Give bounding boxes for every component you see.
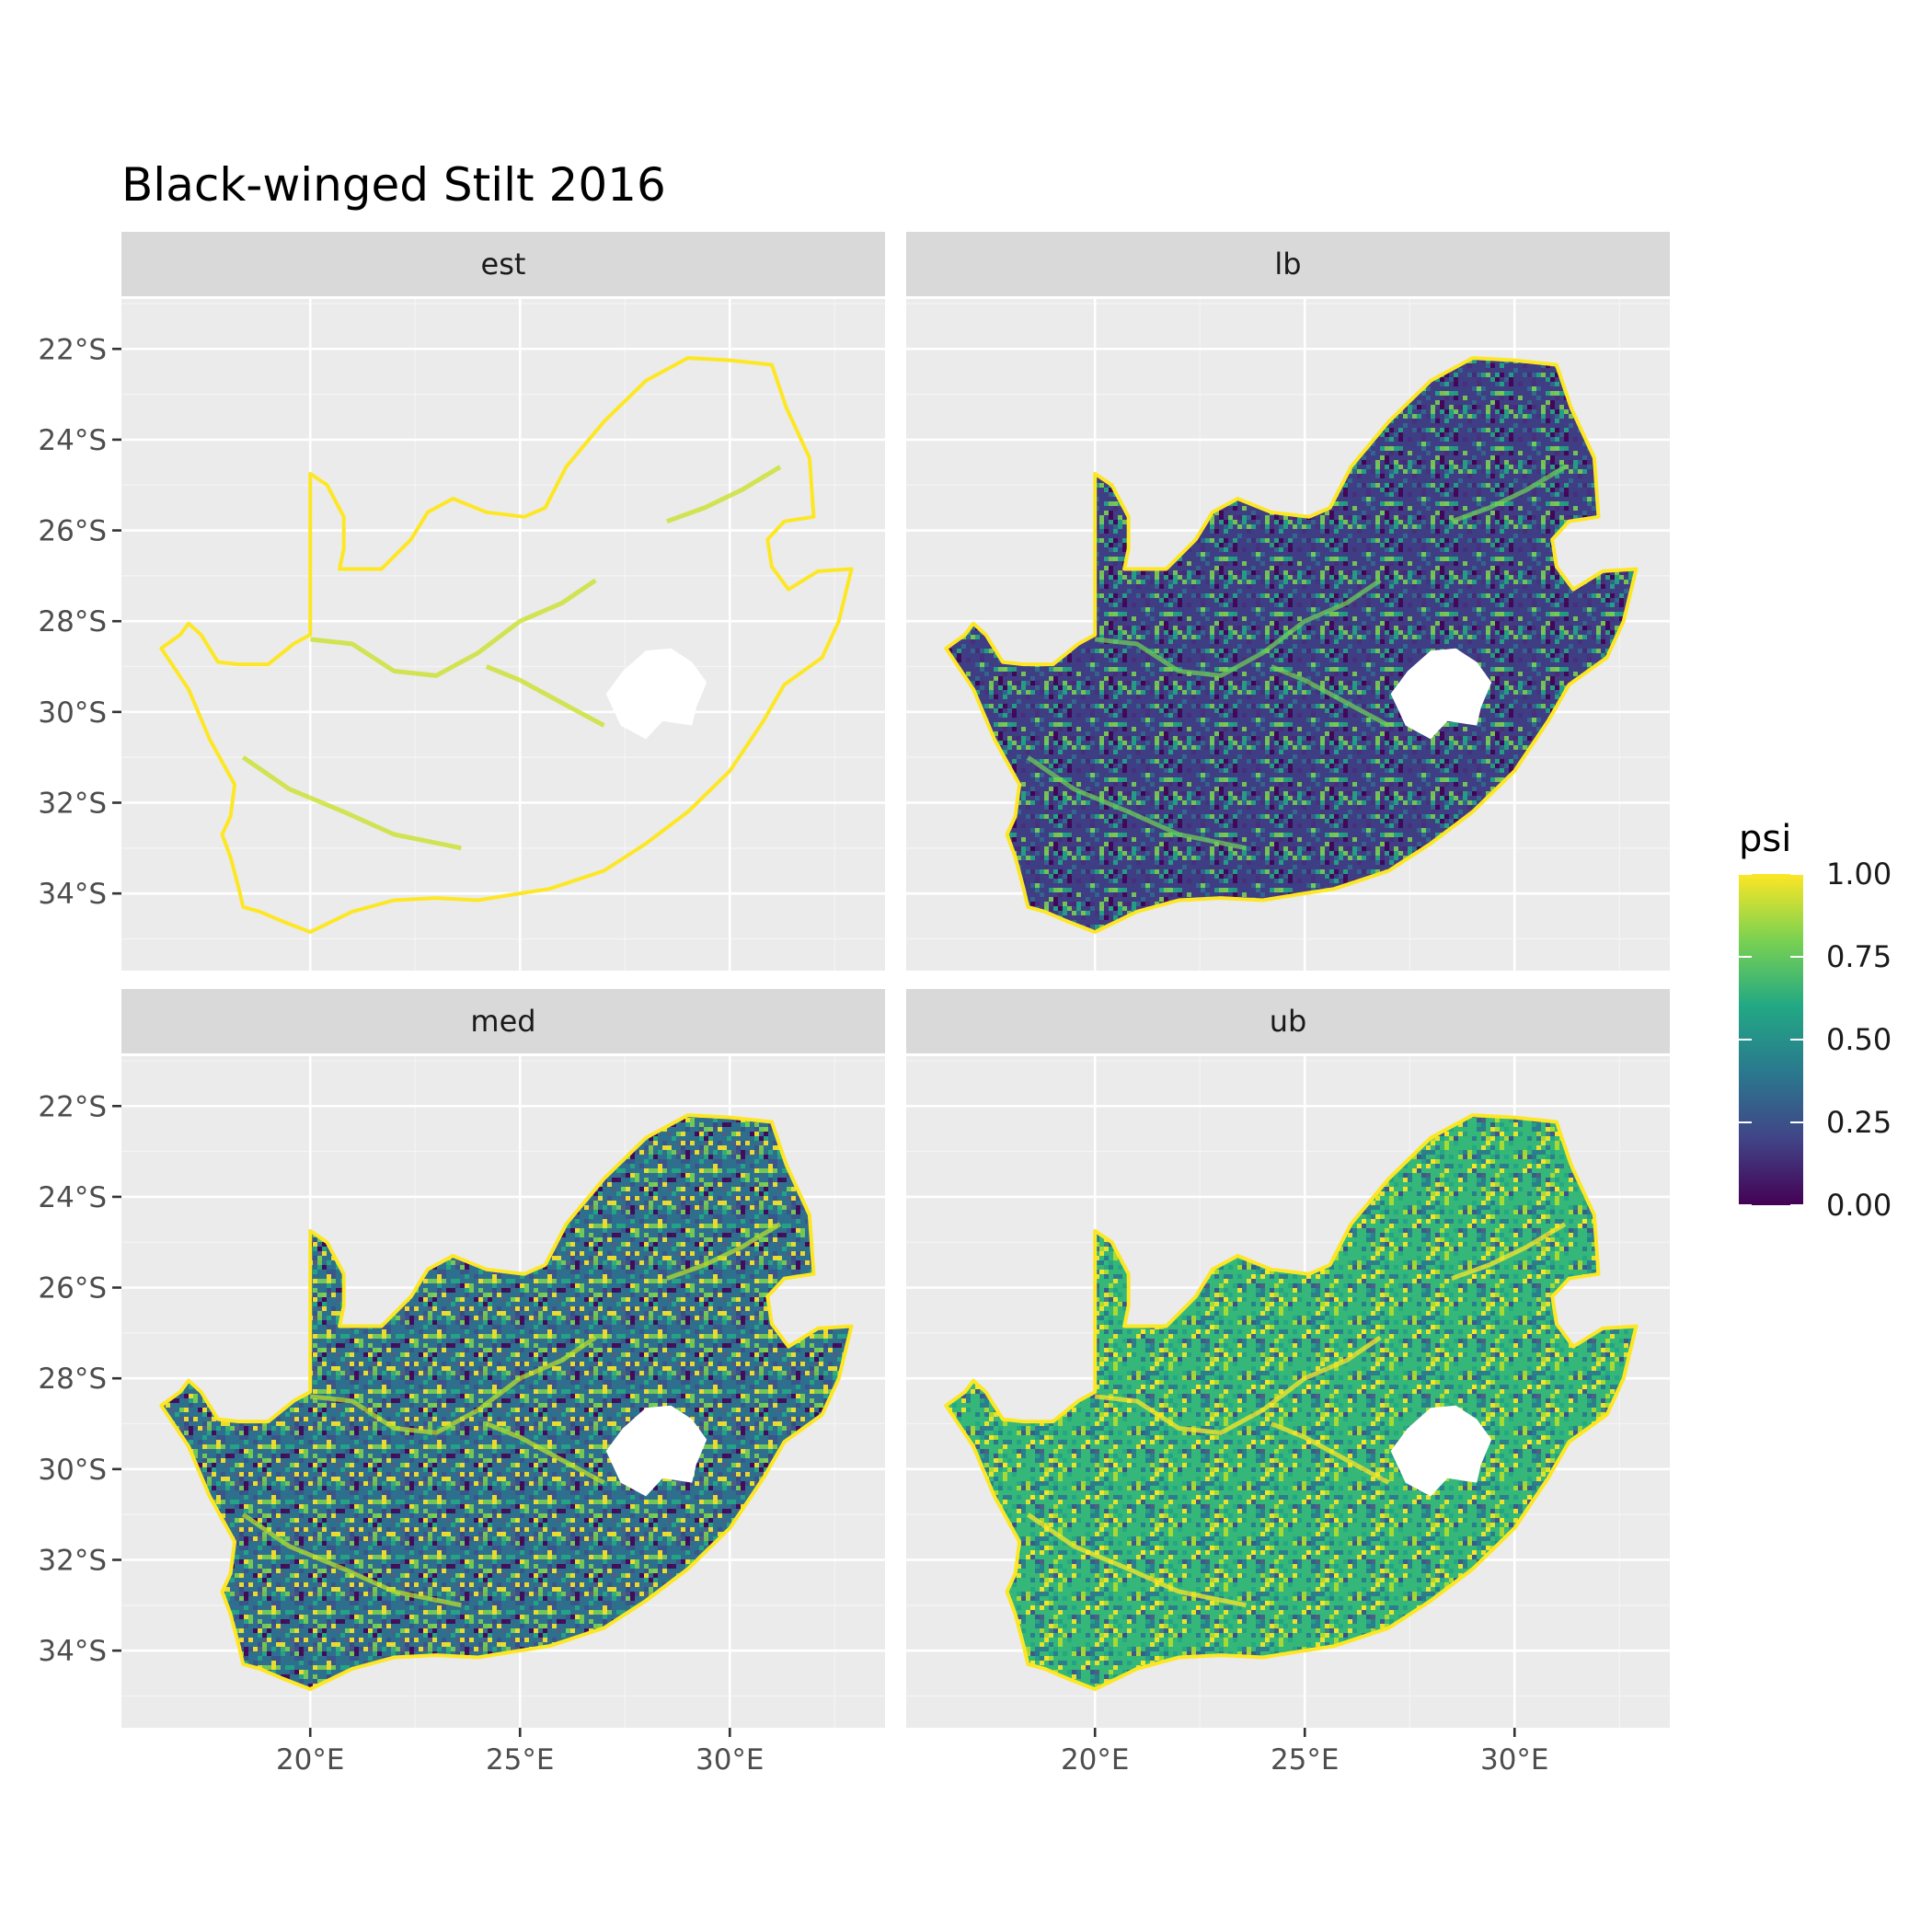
y-axis: 22°S 24°S 26°S 28°S 30°S 32°S 34°S xyxy=(38,1090,121,1668)
x-tick-label: 20°E xyxy=(276,1743,345,1777)
y-tick-label: 34°S xyxy=(38,878,107,911)
legend-ticks: 1.00 0.75 0.50 0.25 0.00 xyxy=(1739,857,1892,1223)
y-tick-label: 22°S xyxy=(38,333,107,366)
lesotho-gap xyxy=(1390,648,1492,740)
y-tick-label: 32°S xyxy=(38,788,107,821)
south-africa-psi-raster-est xyxy=(159,356,854,935)
y-tick-label: 34°S xyxy=(38,1635,107,1668)
legend-tick-label: 0.75 xyxy=(1826,939,1892,974)
facet-strip-med xyxy=(121,989,885,1053)
river-channel xyxy=(1270,1421,1390,1485)
x-tick-label: 25°E xyxy=(486,1743,555,1777)
y-tick-label: 32°S xyxy=(38,1545,107,1578)
facet-strip-label: est xyxy=(481,247,526,282)
facet-strip-est xyxy=(121,232,885,296)
river-channel xyxy=(1270,664,1390,728)
y-tick-label: 24°S xyxy=(38,424,107,457)
x-tick-label: 30°E xyxy=(696,1743,765,1777)
river-channel xyxy=(666,465,782,524)
river-channel xyxy=(1451,1222,1567,1282)
legend-title: psi xyxy=(1739,818,1791,860)
river-channel xyxy=(1451,465,1567,524)
river-channel xyxy=(1094,578,1382,678)
y-tick-label: 30°S xyxy=(38,696,107,730)
y-tick-label: 26°S xyxy=(38,1272,107,1305)
river-channel xyxy=(485,664,605,728)
river-channel xyxy=(241,755,462,851)
x-tick-label: 20°E xyxy=(1061,1743,1130,1777)
facet-strip-label: med xyxy=(470,1004,535,1039)
legend-tick-label: 0.00 xyxy=(1826,1188,1892,1223)
y-tick-label: 24°S xyxy=(38,1181,107,1214)
facet-panel-lb: lb xyxy=(906,232,1670,971)
lesotho-gap xyxy=(605,648,707,740)
x-tick-label: 25°E xyxy=(1271,1743,1340,1777)
y-axis: 22°S 24°S 26°S 28°S 30°S 32°S 34°S xyxy=(38,333,121,911)
facet-strip-label: ub xyxy=(1270,1004,1307,1039)
river-channel xyxy=(1026,755,1247,851)
facet-panel-med: med 22°S 24°S 26°S 28°S 30°S 32°S 34°S 20°E 25°E 3… xyxy=(38,989,885,1777)
legend-tick-label: 0.25 xyxy=(1826,1105,1892,1140)
river-channel xyxy=(485,1421,605,1485)
river-channel xyxy=(666,1222,782,1282)
x-axis: 20°E 25°E 30°E xyxy=(276,1728,765,1777)
south-africa-psi-raster-med xyxy=(159,1113,854,1692)
river-channel xyxy=(1026,1512,1247,1608)
x-tick-label: 30°E xyxy=(1480,1743,1549,1777)
south-africa-psi-raster-ub xyxy=(944,1113,1639,1692)
y-tick-label: 22°S xyxy=(38,1090,107,1123)
y-tick-label: 30°S xyxy=(38,1454,107,1487)
lesotho-gap xyxy=(1390,1405,1492,1497)
facet-strip-lb xyxy=(906,232,1670,296)
plot-title: Black-winged Stilt 2016 xyxy=(121,158,666,212)
psi-legend: psi 1.00 0.75 0.50 0.25 0.00 xyxy=(1739,818,1892,1223)
y-tick-label: 26°S xyxy=(38,515,107,548)
facet-panel-est: est 22°S 24°S 26°S 28°S 30°S 32°S 34°S xyxy=(38,232,885,971)
south-africa-psi-raster-lb xyxy=(944,356,1639,935)
facet-panel-ub: ub 20°E 25°E 30°E xyxy=(906,989,1670,1777)
lesotho-gap xyxy=(605,1405,707,1497)
river-channel xyxy=(309,1335,597,1435)
y-tick-label: 28°S xyxy=(38,1363,107,1396)
river-channel xyxy=(309,578,597,678)
legend-tick-label: 1.00 xyxy=(1826,857,1892,891)
legend-tick-label: 0.50 xyxy=(1826,1022,1892,1057)
x-axis: 20°E 25°E 30°E xyxy=(1061,1728,1549,1777)
facet-panels: est 22°S 24°S 26°S 28°S 30°S 32°S 34°S lb med 22°S… xyxy=(38,232,1670,1777)
facet-strip-ub xyxy=(906,989,1670,1053)
facet-strip-label: lb xyxy=(1274,247,1301,282)
river-channel xyxy=(1094,1335,1382,1435)
river-channel xyxy=(241,1512,462,1608)
y-tick-label: 28°S xyxy=(38,605,107,638)
